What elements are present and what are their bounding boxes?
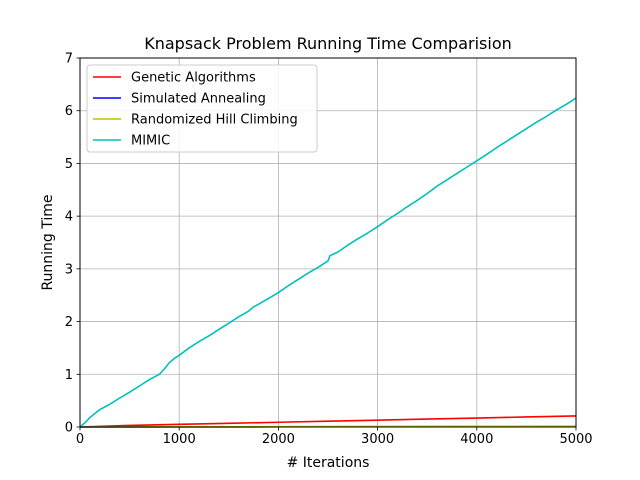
x-tick-label: 2000 bbox=[262, 432, 295, 447]
legend-label: Genetic Algorithms bbox=[131, 71, 256, 86]
x-axis-ticks: 0 1000 2000 3000 4000 5000 bbox=[76, 427, 593, 447]
y-tick-label: 5 bbox=[65, 157, 73, 172]
y-tick-label: 0 bbox=[65, 421, 73, 436]
x-tick-label: 3000 bbox=[361, 432, 394, 447]
y-axis-ticks: 0 1 2 3 4 5 6 7 bbox=[65, 52, 80, 436]
x-tick-label: 1000 bbox=[163, 432, 196, 447]
plot-frame bbox=[79, 57, 577, 428]
y-axis-label: Running Time bbox=[40, 194, 56, 290]
y-tick-label: 7 bbox=[65, 52, 73, 67]
x-tick-label: 0 bbox=[76, 432, 84, 447]
y-tick-label: 4 bbox=[65, 210, 73, 225]
legend: Genetic Algorithms Simulated Annealing Ran… bbox=[86, 64, 318, 153]
x-tick-label: 4000 bbox=[460, 432, 493, 447]
y-tick-label: 6 bbox=[65, 104, 73, 119]
legend-label: MIMIC bbox=[131, 134, 170, 149]
x-axis-label: # Iterations bbox=[287, 455, 370, 471]
y-tick-label: 2 bbox=[65, 315, 73, 330]
y-tick-label: 1 bbox=[65, 368, 73, 383]
chart-title: Knapsack Problem Running Time Comparisio… bbox=[144, 34, 512, 53]
y-tick-label: 3 bbox=[65, 262, 73, 277]
series-line-mimic bbox=[79, 97, 577, 428]
legend-label: Simulated Annealing bbox=[131, 92, 266, 107]
x-tick-label: 5000 bbox=[559, 432, 592, 447]
legend-label: Randomized Hill Climbing bbox=[131, 113, 298, 128]
legend-box bbox=[86, 64, 318, 153]
series-line-genetic-algorithms bbox=[79, 415, 577, 428]
